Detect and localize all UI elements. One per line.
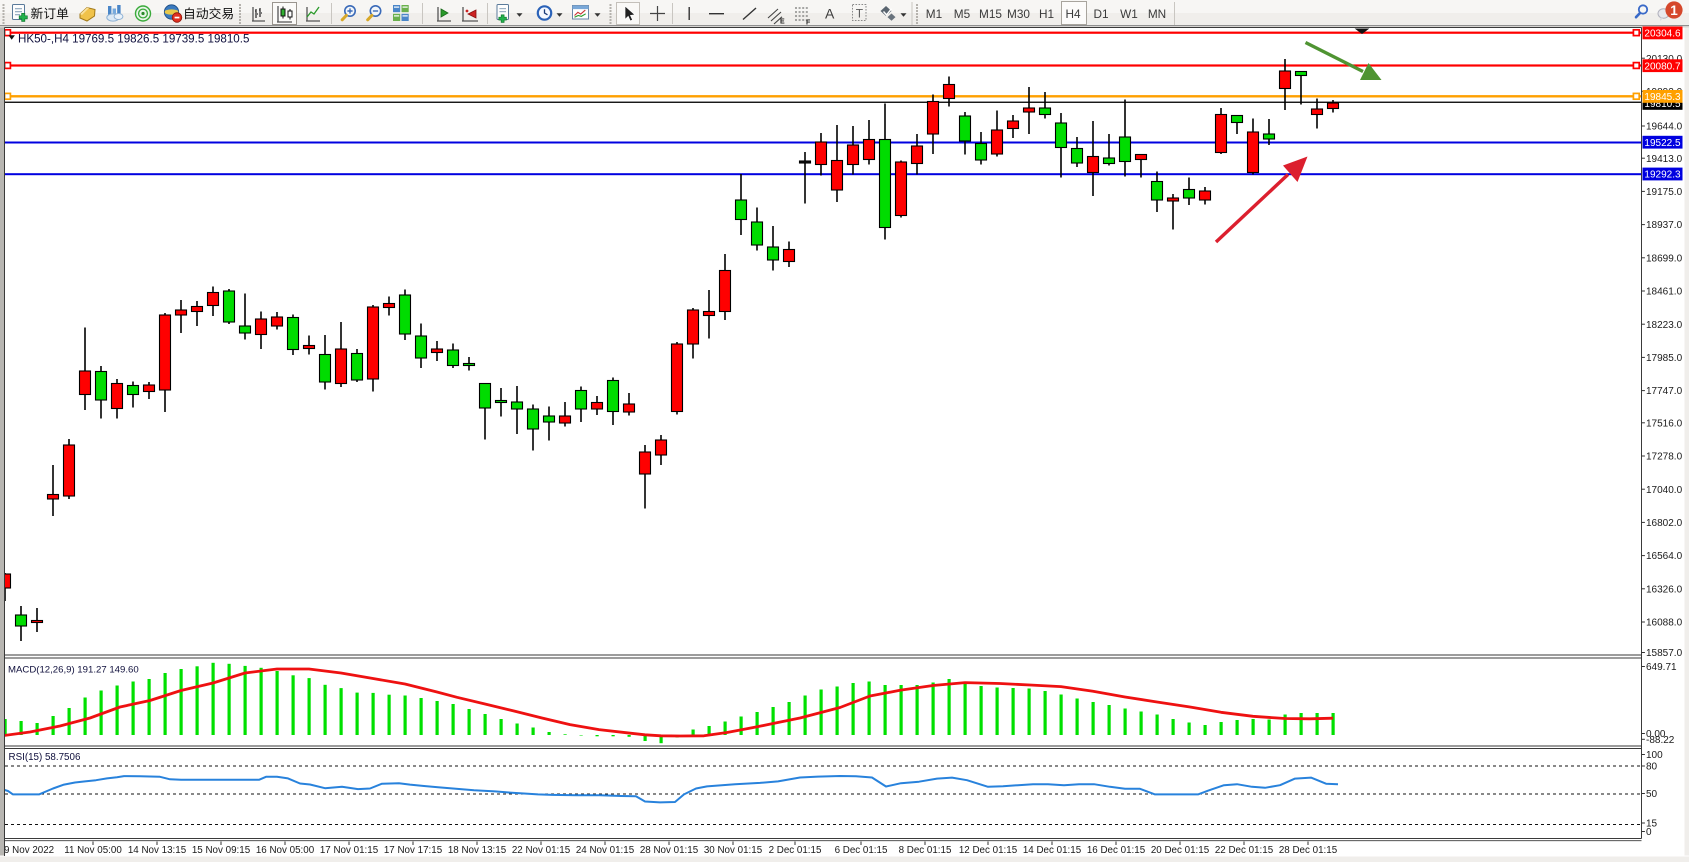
svg-text:11 Nov 05:00: 11 Nov 05:00 — [64, 845, 122, 856]
svg-text:22 Nov 01:15: 22 Nov 01:15 — [512, 845, 571, 856]
svg-text:0: 0 — [1646, 827, 1652, 838]
svg-text:18937.0: 18937.0 — [1646, 220, 1683, 231]
svg-text:MN: MN — [1148, 7, 1166, 21]
svg-text:M1: M1 — [926, 7, 942, 21]
svg-text:M15: M15 — [979, 7, 1002, 21]
svg-text:16088.0: 16088.0 — [1646, 618, 1683, 629]
svg-text:T: T — [856, 7, 864, 21]
svg-text:16564.0: 16564.0 — [1646, 551, 1683, 562]
svg-text:19522.5: 19522.5 — [1644, 138, 1681, 149]
svg-text:18223.0: 18223.0 — [1646, 320, 1683, 331]
svg-text:20304.6: 20304.6 — [1644, 29, 1681, 40]
svg-text:MACD(12,26,9) 191.27 149.60: MACD(12,26,9) 191.27 149.60 — [8, 665, 139, 676]
svg-text:18 Nov 13:15: 18 Nov 13:15 — [448, 845, 507, 856]
svg-text:30 Nov 01:15: 30 Nov 01:15 — [704, 845, 763, 856]
svg-text:19175.0: 19175.0 — [1646, 187, 1683, 198]
svg-text:649.71: 649.71 — [1646, 662, 1677, 673]
svg-text:20080.7: 20080.7 — [1644, 61, 1681, 72]
svg-text:E: E — [780, 19, 785, 26]
svg-text:22 Dec 01:15: 22 Dec 01:15 — [1215, 845, 1274, 856]
svg-text:19644.0: 19644.0 — [1646, 122, 1683, 133]
svg-text:14 Nov 13:15: 14 Nov 13:15 — [128, 845, 187, 856]
svg-text:14 Dec 01:15: 14 Dec 01:15 — [1023, 845, 1082, 856]
svg-text:15 Nov 09:15: 15 Nov 09:15 — [192, 845, 251, 856]
svg-text:HK50-,H4 19769.5 19826.5 1973: HK50-,H4 19769.5 19826.5 19739.5 19810.5 — [18, 33, 249, 46]
svg-text:80: 80 — [1646, 762, 1658, 773]
svg-text:24 Nov 01:15: 24 Nov 01:15 — [576, 845, 635, 856]
svg-text:18699.0: 18699.0 — [1646, 253, 1683, 264]
svg-text:18461.0: 18461.0 — [1646, 287, 1683, 298]
svg-text:1: 1 — [1670, 3, 1678, 18]
svg-text:H1: H1 — [1039, 7, 1054, 21]
svg-text:17 Nov 01:15: 17 Nov 01:15 — [320, 845, 379, 856]
svg-text:17747.0: 17747.0 — [1646, 386, 1683, 397]
svg-text:16326.0: 16326.0 — [1646, 584, 1683, 595]
svg-text:8 Dec 01:15: 8 Dec 01:15 — [899, 845, 952, 856]
svg-text:16802.0: 16802.0 — [1646, 518, 1683, 529]
svg-text:A: A — [825, 6, 835, 22]
svg-text:17516.0: 17516.0 — [1646, 418, 1683, 429]
svg-text:50: 50 — [1646, 789, 1658, 800]
svg-text:D1: D1 — [1093, 7, 1108, 21]
svg-text:F: F — [806, 20, 811, 27]
svg-text:100: 100 — [1646, 750, 1663, 761]
svg-text:H4: H4 — [1065, 7, 1081, 21]
svg-text:M30: M30 — [1007, 7, 1030, 21]
svg-text:17 Nov 17:15: 17 Nov 17:15 — [384, 845, 443, 856]
svg-text:15857.0: 15857.0 — [1646, 648, 1683, 659]
svg-text:19292.3: 19292.3 — [1644, 170, 1681, 181]
svg-text:17278.0: 17278.0 — [1646, 452, 1683, 463]
svg-text:17040.0: 17040.0 — [1646, 485, 1683, 496]
svg-text:W1: W1 — [1120, 7, 1138, 21]
svg-text:16 Dec 01:15: 16 Dec 01:15 — [1087, 845, 1146, 856]
svg-text:28 Nov 01:15: 28 Nov 01:15 — [640, 845, 699, 856]
svg-text:19413.0: 19413.0 — [1646, 154, 1683, 165]
svg-text:17985.0: 17985.0 — [1646, 353, 1683, 364]
svg-text:2 Dec 01:15: 2 Dec 01:15 — [769, 845, 822, 856]
svg-text:20 Dec 01:15: 20 Dec 01:15 — [1151, 845, 1210, 856]
svg-text:28 Dec 01:15: 28 Dec 01:15 — [1279, 845, 1338, 856]
svg-text:6 Dec 01:15: 6 Dec 01:15 — [835, 845, 888, 856]
svg-text:16 Nov 05:00: 16 Nov 05:00 — [256, 845, 315, 856]
svg-text:12 Dec 01:15: 12 Dec 01:15 — [959, 845, 1018, 856]
svg-text:19845.3: 19845.3 — [1644, 92, 1681, 103]
svg-text:9 Nov 2022: 9 Nov 2022 — [4, 845, 54, 856]
svg-text:RSI(15) 58.7506: RSI(15) 58.7506 — [9, 752, 81, 763]
svg-text:M5: M5 — [954, 7, 971, 21]
svg-text:-88.22: -88.22 — [1646, 735, 1675, 746]
